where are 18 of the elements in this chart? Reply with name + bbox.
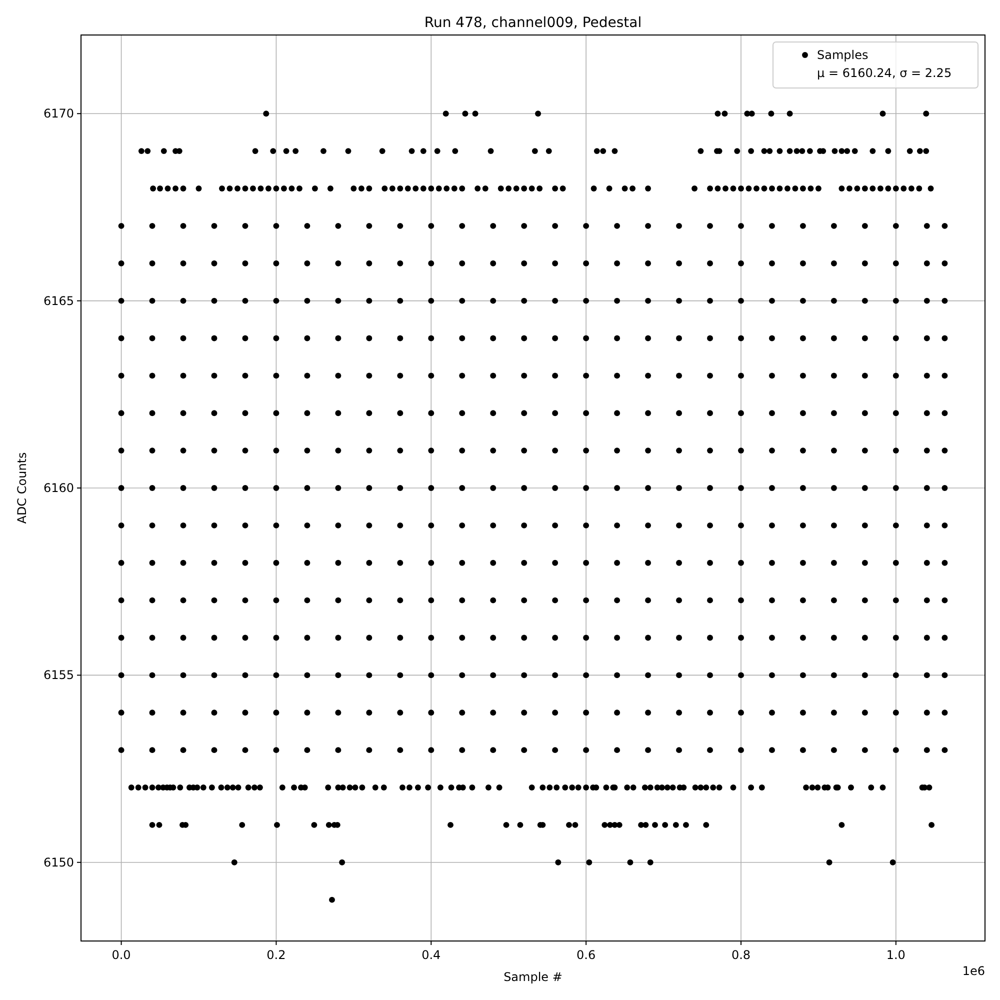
- x-axis-title: Sample #: [504, 970, 562, 984]
- y-axis-title: ADC Counts: [15, 452, 29, 524]
- x-tick-label: 1.0: [886, 948, 906, 962]
- x-tick-label: 0.4: [422, 948, 441, 962]
- legend-label: Samples: [817, 48, 868, 62]
- y-tick-label: 6165: [43, 294, 74, 308]
- legend-entry: Samples: [802, 48, 868, 62]
- x-tick-label: 0.0: [112, 948, 131, 962]
- y-tick-label: 6150: [43, 855, 74, 870]
- y-tick-label: 6160: [43, 481, 74, 495]
- x-tick-label: 0.6: [576, 948, 596, 962]
- x-tick-label: 0.2: [266, 948, 286, 962]
- text: 1e6: [962, 964, 985, 978]
- x-tick-label: 0.8: [731, 948, 751, 962]
- chart-title: Run 478, channel009, Pedestal: [424, 15, 642, 31]
- y-tick-label: 6170: [43, 106, 74, 121]
- y-tick-label: 6155: [43, 668, 74, 682]
- annotation: μ = 6160.24, σ = 2.25: [817, 66, 952, 80]
